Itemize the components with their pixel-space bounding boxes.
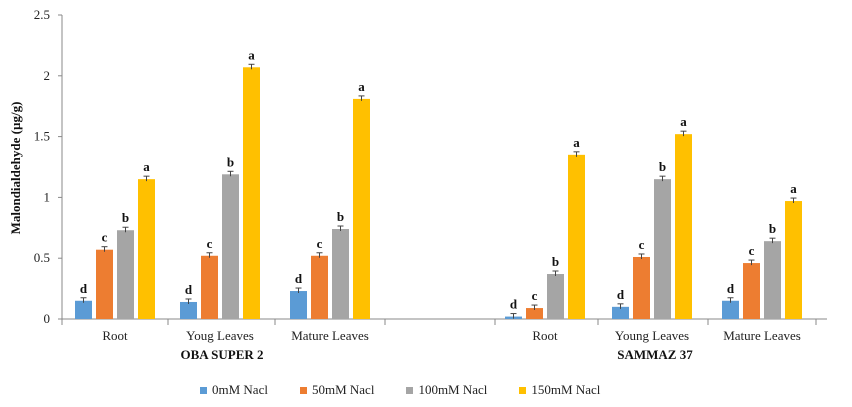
legend-item-150mm: 150mM Nacl [519,382,600,398]
significance-label: d [295,271,303,286]
y-tick-label: 0.5 [34,250,50,265]
significance-label: d [80,281,88,296]
bar [75,300,92,319]
legend-swatch-0mm [200,386,207,394]
legend-label-100mm: 100mM Nacl [418,382,488,397]
bar [222,174,239,319]
significance-label: c [532,288,538,303]
bar [138,179,155,319]
category-label: Mature Leaves [723,328,801,343]
legend-swatch-50mm [299,386,307,394]
bar [96,249,113,319]
significance-label: a [143,159,150,174]
bar [785,201,802,319]
legend-swatch-100mm [406,386,414,394]
legend-label-150mm: 150mM Nacl [531,382,601,397]
y-axis-label: Malondialdehyde (µg/g) [8,102,23,235]
bar [117,230,134,319]
significance-label: a [680,114,687,129]
significance-label: b [552,254,559,269]
y-axis-ticks: 0 0.5 1 1.5 2 2.5 [34,7,62,326]
significance-label: a [790,181,797,196]
category-label: Mature Leaves [291,328,369,343]
category-labels: Root Youg Leaves Mature Leaves Root Young Le… [102,328,800,343]
significance-label: a [248,47,255,62]
significance-label: c [207,236,213,251]
y-tick-label: 2.5 [34,7,50,22]
significance-label: b [122,210,129,225]
bar [764,241,781,319]
bar [675,134,692,319]
group-label: OBA SUPER 2 [180,347,263,362]
bar [332,229,349,319]
y-tick-label: 2 [44,68,51,83]
bar [290,291,307,319]
significance-label: d [727,281,735,296]
bar [722,300,739,319]
legend: 0mM Nacl 50mM Nacl 100mM Nacl 150mM Nacl [200,382,600,398]
significance-label: a [358,79,365,94]
significance-label: b [337,209,344,224]
bar [353,98,370,320]
bar [311,255,328,319]
category-label: Young Leaves [615,328,689,343]
significance-label: c [102,230,108,245]
bar [743,263,760,319]
group-label: SAMMAZ 37 [617,347,693,362]
bar [568,154,585,319]
legend-label-50mm: 50mM Nacl [311,382,375,397]
y-tick-label: 1.5 [34,129,50,144]
y-tick-label: 0 [44,311,51,326]
bar [180,301,197,319]
group-labels: OBA SUPER 2 SAMMAZ 37 [180,347,693,362]
bar [633,256,650,319]
significance-label: d [617,287,625,302]
category-label: Root [532,328,558,343]
significance-label: c [639,237,645,252]
bar [243,67,260,320]
bar [201,255,218,319]
significance-label: a [573,135,580,150]
significance-label: d [185,282,193,297]
significance-label: d [510,297,518,312]
axes [61,15,827,325]
category-label: Youg Leaves [186,328,254,343]
y-tick-label: 1 [44,189,51,204]
category-label: Root [102,328,128,343]
legend-item-50mm: 50mM Nacl [299,382,375,398]
legend-swatch-150mm [519,386,527,394]
legend-label-0mm: 0mM Nacl [212,382,268,397]
bar [612,306,629,319]
significance-label: c [317,236,323,251]
significance-label: b [659,159,666,174]
bar [526,308,543,319]
legend-item-100mm: 100mM Nacl [406,382,487,398]
significance-label: c [749,243,755,258]
legend-item-0mm: 0mM Nacl [200,382,268,398]
bar [547,274,564,319]
significance-label: b [769,221,776,236]
bar [654,179,671,319]
significance-label: b [227,154,234,169]
